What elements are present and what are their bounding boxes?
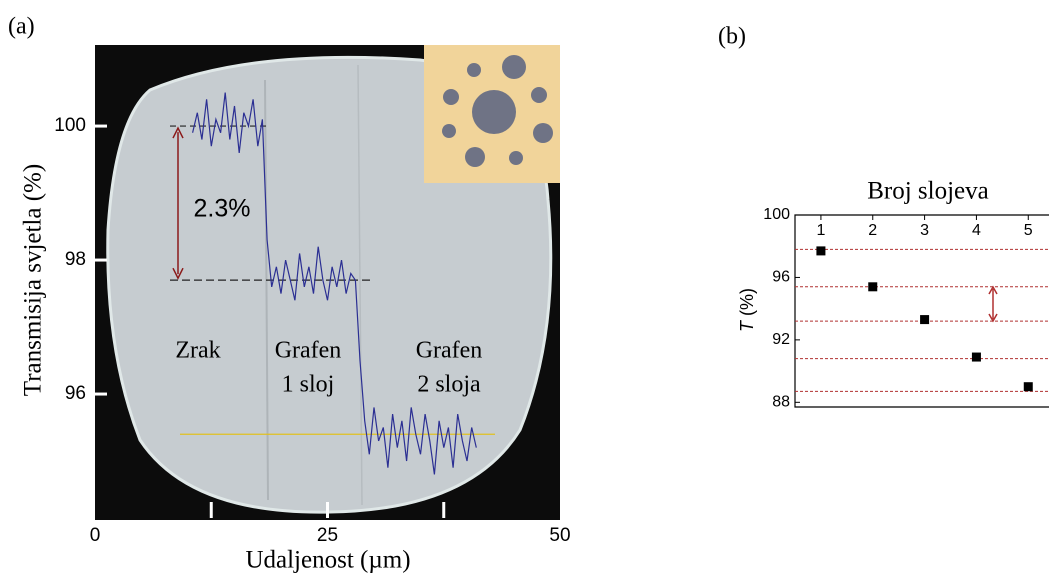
region-label: Grafen xyxy=(416,338,483,364)
y-axis-symbol: T xyxy=(737,319,757,332)
x-tick-label: 50 xyxy=(549,525,570,546)
y-tick-label: 96 xyxy=(65,383,86,404)
y-axis-label: Transmisija svjetla (%) xyxy=(20,164,47,396)
step-label: 2.3% xyxy=(194,195,251,223)
panel-label: (a) xyxy=(8,14,35,40)
point xyxy=(971,352,981,362)
layer-edge xyxy=(264,79,269,501)
layer-edge xyxy=(357,64,363,506)
point xyxy=(816,246,826,256)
y-tick-label: 100 xyxy=(763,206,790,223)
chart-title: Broj slojeva xyxy=(867,178,989,205)
y-tick-label: 92 xyxy=(772,331,790,348)
transmission-trace xyxy=(192,92,477,475)
point xyxy=(868,282,878,292)
x-tick-label: 3 xyxy=(920,222,929,239)
y-axis-label: T (%) xyxy=(737,288,757,332)
micrograph xyxy=(95,45,560,520)
region-label: Zrak xyxy=(175,338,220,364)
y-tick-label: 98 xyxy=(65,249,86,270)
y-axis-unit: (%) xyxy=(737,288,757,316)
x-tick-label: 0 xyxy=(90,525,101,546)
inset xyxy=(424,45,560,183)
region-label: 2 sloja xyxy=(417,372,481,398)
x-tick-label: 5 xyxy=(1024,222,1033,239)
x-axis-label: Udaljenost (µm) xyxy=(245,547,410,574)
region-label: 1 sloj xyxy=(282,372,335,398)
y-tick-label: 100 xyxy=(54,115,86,136)
axes-frame xyxy=(794,214,1049,408)
x-tick-label: 25 xyxy=(317,525,338,546)
x-tick-label: 1 xyxy=(816,222,825,239)
x-tick-label: 4 xyxy=(972,222,981,239)
point xyxy=(1023,382,1033,392)
x-tick-label: 2 xyxy=(868,222,877,239)
point xyxy=(920,315,930,325)
region-label: Grafen xyxy=(275,338,342,364)
y-tick-label: 88 xyxy=(772,394,790,411)
step-arrow-heads xyxy=(172,126,184,280)
arrow-b xyxy=(988,285,998,323)
y-tick-label: 96 xyxy=(772,269,790,286)
panel-label: (b) xyxy=(718,24,746,50)
